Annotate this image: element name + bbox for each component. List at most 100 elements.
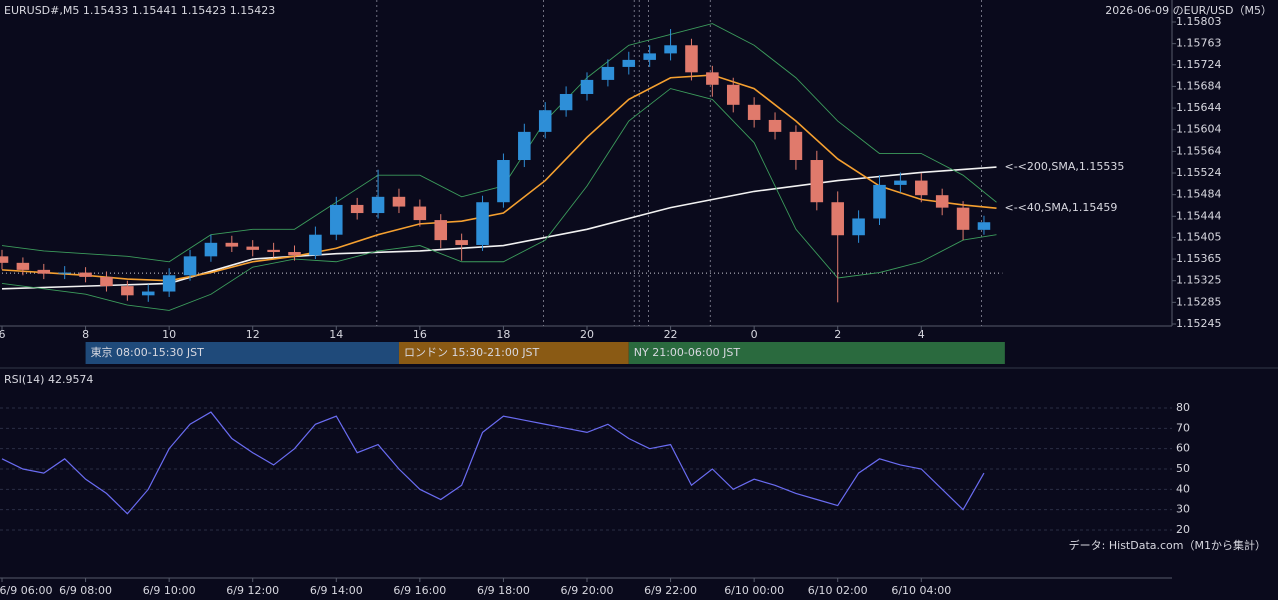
candle-body [747,104,761,120]
x-tick-label: 6/9 18:00 [477,584,530,597]
x-tick-label: 6/10 04:00 [891,584,951,597]
candle-body [371,196,385,214]
y-tick-label: 1.15644 [1176,101,1222,114]
x-tick-label: 6/9 10:00 [143,584,196,597]
x-tick-label: 6/9 14:00 [310,584,363,597]
session-band [628,342,1005,364]
x-tick-label: 6/9 20:00 [561,584,614,597]
candle-body [935,195,949,208]
candle-body [288,252,301,256]
candle-body [894,180,907,185]
x-tick-label: 6/9 12:00 [226,584,279,597]
candle-body [664,45,677,54]
candle-body [685,45,698,73]
x-tick-label: 12 [246,328,260,341]
candle-body [559,93,573,111]
candle-body [330,204,343,235]
candle-body [204,242,218,257]
y-tick-label: 1.15285 [1176,295,1222,308]
source-note: データ: HistData.com（M1から集計） [1069,538,1266,552]
y-tick-label: 1.15524 [1176,166,1222,179]
candle-body [455,240,468,245]
y-tick-label: 80 [1176,401,1190,414]
y-tick-label: 1.15763 [1176,37,1222,50]
candle-body [768,119,782,132]
chart-subtitle: 2026-06-09 のEUR/USD（M5） [1105,4,1272,17]
candle-body [810,160,824,203]
y-tick-label: 70 [1176,421,1190,434]
candle-body [162,275,176,292]
candle-body [141,291,155,296]
y-tick-label: 1.15564 [1176,144,1222,157]
candle-body [622,59,636,67]
y-tick-label: 50 [1176,462,1190,475]
candle-body [267,249,280,253]
y-tick-label: 1.15444 [1176,209,1222,222]
x-tick-label: 8 [82,328,89,341]
indicator-label: <-<40,SMA,1.15459 [1005,201,1118,214]
x-tick-label: 18 [496,328,510,341]
y-tick-label: 1.15604 [1176,123,1222,136]
y-tick-label: 1.15405 [1176,230,1222,243]
x-tick-label: 10 [162,328,176,341]
candle-body [831,202,844,236]
x-tick-label: 6/9 08:00 [59,584,112,597]
candle-body [350,204,364,214]
candle-body [225,242,239,247]
rsi-title: RSI(14) 42.9574 [4,373,93,386]
indicator-label: <-<200,SMA,1.15535 [1005,160,1125,173]
session-band [85,342,399,364]
session-label: NY 21:00-06:00 JST [634,346,741,359]
x-tick-label: 16 [413,328,427,341]
candle-body [706,72,719,85]
candle-body [183,256,197,276]
x-tick-label: 6/10 02:00 [808,584,868,597]
candle-body [246,246,259,250]
x-tick-label: 2 [834,328,841,341]
chart-title: EURUSD#,M5 1.15433 1.15441 1.15423 1.154… [4,4,275,17]
candle-body [497,160,510,203]
y-tick-label: 1.15325 [1176,274,1222,287]
session-label: ロンドン 15:30-21:00 JST [404,346,540,359]
x-tick-label: 4 [918,328,925,341]
candle-body [852,218,865,236]
x-tick-label: 6/9 06:00 [0,584,52,597]
x-tick-label: 0 [751,328,758,341]
candle-body [580,79,594,94]
candle-body [58,272,71,274]
y-tick-label: 1.15724 [1176,58,1222,71]
x-tick-label: 6/10 00:00 [724,584,784,597]
y-tick-label: 60 [1176,442,1190,455]
candle-body [873,184,886,219]
y-tick-label: 1.15365 [1176,252,1222,265]
x-tick-label: 6/9 16:00 [393,584,446,597]
candle-body [915,180,928,196]
y-tick-label: 1.15684 [1176,79,1222,92]
candle-body [413,206,427,221]
x-tick-label: 20 [580,328,594,341]
y-tick-label: 40 [1176,482,1190,495]
candle-body [977,222,991,230]
candle-body [643,53,656,60]
x-tick-label: 6/9 22:00 [644,584,697,597]
candle-body [476,202,489,245]
candle-body [121,286,134,296]
candle-body [100,276,113,287]
candle-body [789,131,803,161]
candle-body [518,131,531,161]
candle-body [79,272,92,277]
candle-body [956,207,970,230]
y-tick-label: 1.15484 [1176,188,1222,201]
candle-body [601,66,615,80]
candle-body [0,256,9,263]
x-tick-label: 14 [329,328,343,341]
x-tick-label: 22 [664,328,678,341]
x-tick-label: 6 [0,328,6,341]
candle-body [16,262,30,270]
session-band [398,342,629,364]
candle-body [392,196,406,207]
candle-body [726,84,740,105]
y-tick-label: 1.15245 [1176,317,1222,330]
y-tick-label: 1.15803 [1176,15,1222,28]
